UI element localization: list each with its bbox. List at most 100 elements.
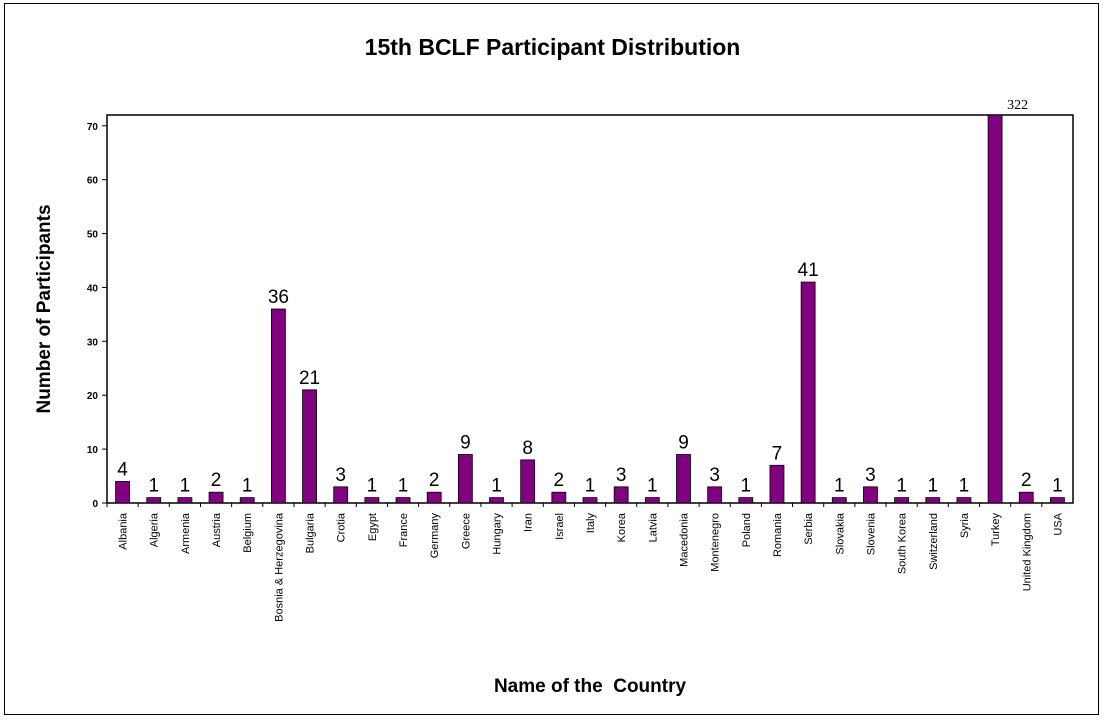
data-label: 1 — [242, 476, 253, 497]
data-label: 1 — [585, 476, 596, 497]
data-label: 1 — [180, 476, 191, 497]
bar-egypt — [364, 497, 380, 504]
bar-israel — [551, 491, 567, 504]
x-tick-label: Montenegro — [710, 513, 722, 572]
data-label: 41 — [798, 260, 819, 281]
data-label: 1 — [367, 476, 378, 497]
x-tick-label: Switzerland — [928, 513, 940, 570]
bar-france — [395, 497, 411, 504]
chart-frame — [4, 3, 1099, 715]
chart-title: 15th BCLF Participant Distribution — [364, 34, 741, 60]
bar-poland — [738, 497, 754, 504]
bar-united-kingdom — [1018, 491, 1034, 504]
x-tick-label: Greece — [460, 513, 472, 549]
bar-montenegro — [707, 486, 723, 504]
bar-switzerland — [925, 497, 941, 504]
bar-belgium — [239, 497, 255, 504]
y-tick-label: 30 — [87, 337, 99, 348]
x-tick-label: Belgium — [242, 513, 254, 553]
y-tick-label: 70 — [87, 122, 99, 133]
data-label: 1 — [741, 476, 752, 497]
data-label: 1 — [1052, 476, 1063, 497]
y-tick-label: 50 — [87, 230, 99, 241]
data-label: 1 — [491, 476, 502, 497]
x-axis: Albania Algeria Armenia Austria Belgium Bosni… — [106, 503, 1064, 622]
bar-italy — [582, 497, 598, 504]
x-tick-label: Macedonia — [678, 512, 690, 567]
data-label: 3 — [616, 465, 627, 486]
bar-iran — [520, 459, 536, 504]
x-tick-label: France — [398, 513, 410, 547]
x-tick-label: Poland — [741, 513, 753, 547]
y-tick-label: 40 — [87, 283, 99, 294]
bar-bulgaria — [302, 389, 317, 504]
data-label: 1 — [398, 476, 409, 497]
x-tick-label: Austria — [211, 512, 223, 547]
x-tick-label: USA — [1052, 512, 1064, 535]
x-tick-label: United Kingdom — [1021, 513, 1033, 591]
x-tick-label: South Korea — [897, 512, 909, 574]
data-label: 7 — [772, 443, 783, 464]
y-axis-title: Number of Participants — [34, 204, 55, 413]
data-label: 1 — [647, 476, 658, 497]
bar-south-korea — [894, 497, 910, 504]
data-label: 21 — [299, 368, 320, 389]
x-tick-label: Crotia — [336, 512, 348, 542]
bar-albania — [115, 481, 130, 504]
data-label: 9 — [460, 433, 471, 454]
data-label: 4 — [117, 459, 128, 480]
bar-macedonia — [676, 454, 691, 504]
data-label: 322 — [1007, 98, 1028, 113]
plot-area — [106, 114, 1074, 504]
y-tick-label: 60 — [87, 176, 99, 187]
x-axis-title: Name of the Country — [494, 676, 687, 697]
bar-romania — [769, 464, 785, 504]
bar-algeria — [146, 497, 162, 504]
x-tick-label: Egypt — [367, 513, 379, 541]
x-tick-label: Bulgaria — [305, 512, 317, 553]
data-label: 2 — [554, 470, 565, 491]
x-tick-label: Serbia — [803, 512, 815, 545]
x-tick-label: Romania — [772, 512, 784, 557]
bar-germany — [426, 491, 442, 504]
x-tick-label: Turkey — [990, 513, 1002, 547]
x-tick-label: Syria — [959, 512, 971, 538]
x-tick-label: Slovakia — [834, 512, 846, 554]
x-tick-label: Italy — [585, 513, 597, 534]
bar-greece — [457, 454, 473, 504]
data-label: 2 — [429, 470, 440, 491]
y-tick-label: 10 — [87, 445, 99, 456]
x-tick-label: Slovenia — [865, 512, 877, 555]
x-tick-label: Latvia — [647, 512, 659, 542]
x-tick-label: Bosnia & Herzegovina — [273, 512, 285, 622]
y-axis: 0 10 20 30 40 50 60 70 — [87, 122, 107, 510]
data-label: 1 — [959, 476, 970, 497]
data-label: 8 — [522, 438, 533, 459]
bar-slovakia — [831, 497, 847, 504]
data-label: 1 — [834, 476, 845, 497]
x-tick-label: Albania — [118, 512, 130, 550]
x-tick-label: Algeria — [149, 512, 161, 547]
bar-slovenia — [863, 486, 878, 504]
x-tick-label: Armenia — [180, 512, 192, 554]
bar-bosnia-herzegovina — [270, 308, 286, 504]
data-label: 1 — [896, 476, 907, 497]
data-label: 1 — [927, 476, 938, 497]
x-tick-label: Israel — [554, 513, 566, 540]
bar-hungary — [489, 497, 504, 504]
bar-korea — [613, 486, 629, 504]
data-label: 3 — [709, 465, 720, 486]
x-tick-label: Iran — [523, 513, 535, 532]
y-tick-label: 20 — [87, 391, 99, 402]
bar-austria — [208, 491, 224, 504]
data-label: 1 — [148, 476, 159, 497]
x-tick-label: Germany — [429, 513, 441, 559]
data-label: 36 — [268, 287, 289, 308]
data-label: 3 — [865, 465, 876, 486]
data-label: 2 — [211, 470, 222, 491]
bar-turkey — [987, 114, 1003, 504]
data-label: 2 — [1021, 470, 1032, 491]
data-label: 9 — [678, 433, 689, 454]
